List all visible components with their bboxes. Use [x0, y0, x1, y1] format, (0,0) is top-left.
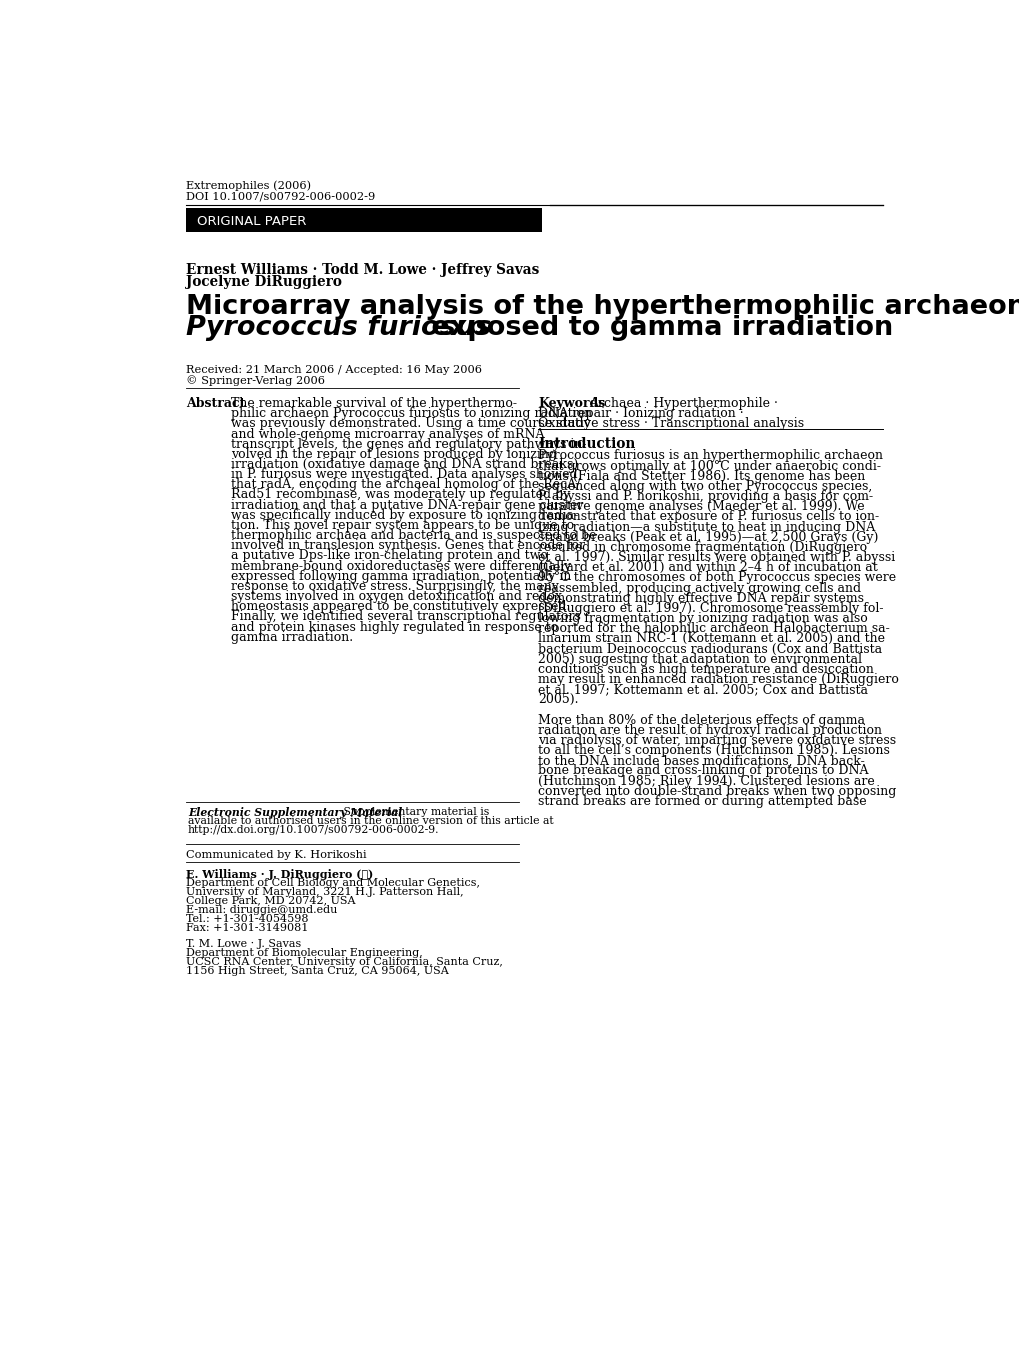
Bar — [185, 207, 541, 233]
Text: http://dx.doi.org/10.1007/s00792-006-0002-9.: http://dx.doi.org/10.1007/s00792-006-000… — [187, 824, 439, 835]
Text: demonstrated that exposure of P. furiosus cells to ion-: demonstrated that exposure of P. furiosu… — [538, 510, 878, 523]
Text: Archaea · Hyperthermophile ·: Archaea · Hyperthermophile · — [589, 397, 777, 410]
Text: resulted in chromosome fragmentation (DiRuggiero: resulted in chromosome fragmentation (Di… — [538, 541, 866, 554]
Text: sequenced along with two other Pyrococcus species,: sequenced along with two other Pyrococcu… — [538, 480, 871, 492]
Text: that radA, encoding the archaeal homolog of the RecA/: that radA, encoding the archaeal homolog… — [230, 479, 580, 491]
Text: Extremophiles (2006): Extremophiles (2006) — [185, 180, 311, 191]
Text: izing radiation—a substitute to heat in inducing DNA: izing radiation—a substitute to heat in … — [538, 521, 874, 534]
Text: College Park, MD 20742, USA: College Park, MD 20742, USA — [185, 896, 355, 907]
Text: More than 80% of the deleterious effects of gamma: More than 80% of the deleterious effects… — [538, 714, 864, 726]
Text: The remarkable survival of the hyperthermo-: The remarkable survival of the hyperther… — [230, 397, 516, 410]
Text: demonstrating highly effective DNA repair systems: demonstrating highly effective DNA repai… — [538, 592, 863, 605]
Text: Communicated by K. Horikoshi: Communicated by K. Horikoshi — [185, 850, 366, 859]
Text: exposed to gamma irradiation: exposed to gamma irradiation — [422, 315, 893, 342]
Text: Keywords: Keywords — [538, 397, 605, 410]
Text: (Gerard et al. 2001) and within 2–4 h of incubation at: (Gerard et al. 2001) and within 2–4 h of… — [538, 561, 877, 574]
Text: Pyrococcus furiosus is an hyperthermophilic archaeon: Pyrococcus furiosus is an hyperthermophi… — [538, 449, 882, 463]
Text: was previously demonstrated. Using a time course study: was previously demonstrated. Using a tim… — [230, 417, 590, 430]
Text: irradiation (oxidative damage and DNA strand breaks): irradiation (oxidative damage and DNA st… — [230, 459, 577, 471]
Text: © Springer-Verlag 2006: © Springer-Verlag 2006 — [185, 375, 324, 386]
Text: gamma irradiation.: gamma irradiation. — [230, 631, 353, 644]
Text: Fax: +1-301-3149081: Fax: +1-301-3149081 — [185, 923, 308, 932]
Text: available to authorised users in the online version of this article at: available to authorised users in the onl… — [187, 816, 553, 826]
Text: involved in translesion synthesis. Genes that encode for: involved in translesion synthesis. Genes… — [230, 539, 584, 553]
Text: volved in the repair of lesions produced by ionizing: volved in the repair of lesions produced… — [230, 448, 556, 461]
Text: conditions such as high temperature and desiccation: conditions such as high temperature and … — [538, 663, 873, 675]
Text: response to oxidative stress. Surprisingly, the many: response to oxidative stress. Surprising… — [230, 580, 558, 593]
Text: via radiolysis of water, imparting severe oxidative stress: via radiolysis of water, imparting sever… — [538, 734, 896, 746]
Text: bone breakage and cross-linking of proteins to DNA: bone breakage and cross-linking of prote… — [538, 764, 868, 777]
Text: Introduction: Introduction — [538, 437, 635, 451]
Text: E-mail: diruggie@umd.edu: E-mail: diruggie@umd.edu — [185, 905, 336, 915]
Text: tion. This novel repair system appears to be unique to: tion. This novel repair system appears t… — [230, 519, 573, 533]
Text: philic archaeon Pyrococcus furiosus to ionizing radiation: philic archaeon Pyrococcus furiosus to i… — [230, 408, 591, 420]
Text: transcript levels, the genes and regulatory pathways in-: transcript levels, the genes and regulat… — [230, 437, 586, 451]
Text: P. abyssi and P. horikoshii, providing a basis for com-: P. abyssi and P. horikoshii, providing a… — [538, 490, 872, 503]
Text: tions (Fiala and Stetter 1986). Its genome has been: tions (Fiala and Stetter 1986). Its geno… — [538, 469, 865, 483]
Text: bacterium Deinococcus radiodurans (Cox and Battista: bacterium Deinococcus radiodurans (Cox a… — [538, 643, 881, 655]
Text: Jocelyne DiRuggiero: Jocelyne DiRuggiero — [185, 276, 341, 289]
Text: expressed following gamma irradiation, potentially in: expressed following gamma irradiation, p… — [230, 570, 571, 582]
Text: 2005) suggesting that adaptation to environmental: 2005) suggesting that adaptation to envi… — [538, 652, 861, 666]
Text: homeostasis appeared to be constitutively expressed.: homeostasis appeared to be constitutivel… — [230, 600, 570, 613]
Text: to all the cell’s components (Hutchinson 1985). Lesions: to all the cell’s components (Hutchinson… — [538, 744, 890, 757]
Text: Pyrococcus furiosus: Pyrococcus furiosus — [185, 315, 490, 342]
Text: systems involved in oxygen detoxification and redox: systems involved in oxygen detoxificatio… — [230, 590, 561, 603]
Text: and whole-genome microarray analyses of mRNA: and whole-genome microarray analyses of … — [230, 428, 543, 441]
Text: Department of Biomolecular Engineering,: Department of Biomolecular Engineering, — [185, 948, 422, 958]
Text: linarium strain NRC-1 (Kottemann et al. 2005) and the: linarium strain NRC-1 (Kottemann et al. … — [538, 632, 884, 646]
Text: UCSC RNA Center, University of California, Santa Cruz,: UCSC RNA Center, University of Californi… — [185, 956, 502, 967]
Text: Electronic Supplementary Material: Electronic Supplementary Material — [187, 807, 401, 818]
Text: that grows optimally at 100°C under anaerobic condi-: that grows optimally at 100°C under anae… — [538, 460, 880, 472]
Text: Abstract: Abstract — [185, 397, 245, 410]
Text: Finally, we identified several transcriptional regulators: Finally, we identified several transcrip… — [230, 611, 580, 624]
Text: Oxidative stress · Transcriptional analysis: Oxidative stress · Transcriptional analy… — [538, 417, 804, 430]
Text: may result in enhanced radiation resistance (DiRuggiero: may result in enhanced radiation resista… — [538, 672, 898, 686]
Text: DOI 10.1007/s00792-006-0002-9: DOI 10.1007/s00792-006-0002-9 — [185, 191, 375, 202]
Text: lowing fragmentation by ionizing radiation was also: lowing fragmentation by ionizing radiati… — [538, 612, 867, 625]
Text: and protein kinases highly regulated in response to: and protein kinases highly regulated in … — [230, 620, 557, 633]
Text: radiation are the result of hydroxyl radical production: radiation are the result of hydroxyl rad… — [538, 724, 881, 737]
Text: T. M. Lowe · J. Savas: T. M. Lowe · J. Savas — [185, 939, 301, 950]
Text: University of Maryland, 3221 H.J. Patterson Hall,: University of Maryland, 3221 H.J. Patter… — [185, 888, 463, 897]
Text: DNA repair · Ionizing radiation ·: DNA repair · Ionizing radiation · — [538, 408, 743, 420]
Text: Supplementary material is: Supplementary material is — [339, 807, 489, 816]
Text: ORIGINAL PAPER: ORIGINAL PAPER — [197, 215, 307, 229]
Text: irradiation and that a putative DNA-repair gene cluster: irradiation and that a putative DNA-repa… — [230, 499, 582, 511]
Text: converted into double-strand breaks when two opposing: converted into double-strand breaks when… — [538, 784, 896, 798]
Text: Rad51 recombinase, was moderately up regulated by: Rad51 recombinase, was moderately up reg… — [230, 488, 570, 502]
Text: (DiRuggiero et al. 1997). Chromosome reassembly fol-: (DiRuggiero et al. 1997). Chromosome rea… — [538, 601, 882, 615]
Text: Received: 21 March 2006 / Accepted: 16 May 2006: Received: 21 March 2006 / Accepted: 16 M… — [185, 364, 481, 375]
Text: Ernest Williams · Todd M. Lowe · Jeffrey Savas: Ernest Williams · Todd M. Lowe · Jeffrey… — [185, 264, 538, 277]
Text: Department of Cell Biology and Molecular Genetics,: Department of Cell Biology and Molecular… — [185, 878, 479, 888]
Text: et al. 1997; Kottemann et al. 2005; Cox and Battista: et al. 1997; Kottemann et al. 2005; Cox … — [538, 683, 867, 697]
Text: (Hutchinson 1985; Riley 1994). Clustered lesions are: (Hutchinson 1985; Riley 1994). Clustered… — [538, 775, 874, 788]
Text: 1156 High Street, Santa Cruz, CA 95064, USA: 1156 High Street, Santa Cruz, CA 95064, … — [185, 966, 448, 975]
Text: parative genome analyses (Maeder et al. 1999). We: parative genome analyses (Maeder et al. … — [538, 500, 864, 514]
Text: et al. 1997). Similar results were obtained with P. abyssi: et al. 1997). Similar results were obtai… — [538, 551, 895, 564]
Text: Tel.: +1-301-4054598: Tel.: +1-301-4054598 — [185, 913, 308, 924]
Text: thermophilic archaea and bacteria and is suspected to be: thermophilic archaea and bacteria and is… — [230, 529, 595, 542]
Text: in P. furiosus were investigated. Data analyses showed: in P. furiosus were investigated. Data a… — [230, 468, 577, 482]
Text: was specifically induced by exposure to ionizing radia-: was specifically induced by exposure to … — [230, 508, 577, 522]
Text: 95°C the chromosomes of both Pyrococcus species were: 95°C the chromosomes of both Pyrococcus … — [538, 572, 896, 584]
Text: reported for the halophilic archaeon Halobacterium sa-: reported for the halophilic archaeon Hal… — [538, 623, 890, 635]
Text: 2005).: 2005). — [538, 693, 578, 706]
Text: Microarray analysis of the hyperthermophilic archaeon: Microarray analysis of the hyperthermoph… — [185, 293, 1019, 320]
Text: membrane-bound oxidoreductases were differentially: membrane-bound oxidoreductases were diff… — [230, 560, 571, 573]
Text: strand breaks are formed or during attempted base: strand breaks are formed or during attem… — [538, 795, 866, 808]
Text: strand breaks (Peak et al. 1995)—at 2,500 Grays (Gy): strand breaks (Peak et al. 1995)—at 2,50… — [538, 531, 877, 543]
Text: reassembled, producing actively growing cells and: reassembled, producing actively growing … — [538, 581, 860, 594]
Text: a putative Dps-like iron-chelating protein and two: a putative Dps-like iron-chelating prote… — [230, 550, 547, 562]
Text: E. Williams · J. DiRuggiero (✉): E. Williams · J. DiRuggiero (✉) — [185, 869, 373, 880]
Text: to the DNA include bases modifications, DNA back-: to the DNA include bases modifications, … — [538, 755, 864, 767]
